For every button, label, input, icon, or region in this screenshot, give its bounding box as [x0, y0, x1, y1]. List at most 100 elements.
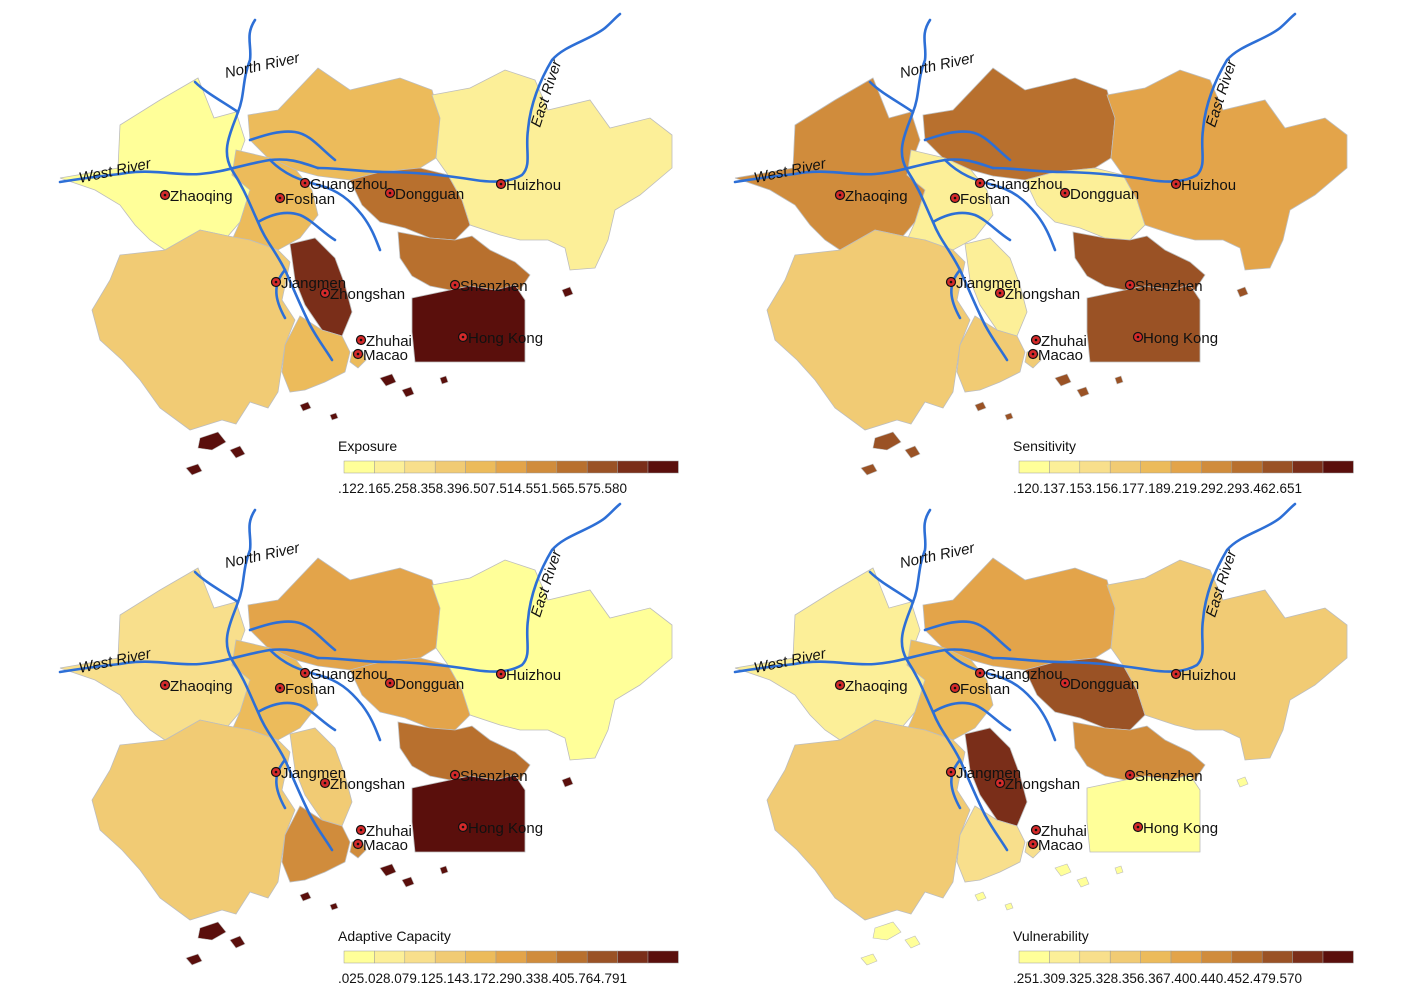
map-panel-adaptive-capacity: North River West River East River Zhaoqing G…: [0, 490, 707, 992]
city-label-zhongshan: Zhongshan: [1005, 776, 1080, 793]
legend-title: Exposure: [338, 438, 397, 454]
region-huizhou: [431, 559, 673, 761]
river-line-4: [248, 620, 337, 652]
city-label-hongkong: Hong Kong: [468, 820, 543, 837]
island-5: [185, 953, 203, 966]
legend-swatch-2: [1079, 950, 1111, 964]
city-marker-core-macao: [356, 842, 360, 846]
legend-swatch-10: [1322, 460, 1354, 474]
island-4: [229, 445, 246, 459]
city-label-macao: Macao: [1038, 837, 1083, 854]
region-zhuhai: [281, 315, 351, 393]
region-zhuhai: [281, 805, 351, 883]
legend-swatch-9: [1292, 950, 1324, 964]
map-panel-exposure: North River West River East River Zhaoqing G…: [0, 0, 707, 502]
city-label-foshan: Foshan: [285, 191, 335, 208]
region-shenzhen: [397, 231, 531, 291]
legend-swatch-7: [556, 950, 588, 964]
city-label-zhuhai: Zhuhai: [366, 333, 412, 350]
city-label-shenzhen: Shenzhen: [460, 278, 528, 295]
island-7: [329, 902, 339, 911]
island-5: [860, 463, 878, 476]
legend-swatch-7: [556, 460, 588, 474]
city-marker-core-macao: [356, 352, 360, 356]
island-6: [299, 891, 312, 902]
city-label-macao: Macao: [363, 347, 408, 364]
region-dongguan: [349, 657, 471, 731]
river-line-5: [943, 648, 1057, 742]
river-line-0: [733, 158, 995, 184]
legend-swatch-0: [343, 460, 375, 474]
city-label-zhuhai: Zhuhai: [366, 823, 412, 840]
region-zhongshan: [964, 727, 1028, 827]
legend-swatch-7: [1231, 460, 1263, 474]
legend-swatch-9: [617, 950, 649, 964]
city-label-guangzhou: Guangzhou: [310, 666, 388, 683]
region-zhuhai: [956, 805, 1026, 883]
river-line-8: [950, 758, 962, 810]
city-marker-core-guangzhou: [303, 671, 307, 675]
legend-swatch-3: [1109, 460, 1141, 474]
city-label-jiangmen: Jiangmen: [281, 275, 346, 292]
city-marker-core-zhongshan: [998, 291, 1002, 295]
region-zhongshan: [964, 237, 1028, 337]
river-line-0: [733, 648, 995, 674]
legend-title: Adaptive Capacity: [338, 928, 451, 944]
city-label-hongkong: Hong Kong: [1143, 820, 1218, 837]
island-6: [299, 401, 312, 412]
region-dongguan: [1024, 167, 1146, 241]
river-line-7: [931, 211, 1012, 242]
legend-swatch-3: [434, 460, 466, 474]
legend-swatch-4: [1140, 950, 1172, 964]
river-line-3: [868, 570, 915, 604]
legend-swatch-3: [434, 950, 466, 964]
river-line-0: [58, 648, 320, 674]
city-marker-core-guangzhou: [303, 181, 307, 185]
legend-title: Sensitivity: [1013, 438, 1076, 454]
island-7: [1004, 902, 1014, 911]
city-marker-core-huizhou: [499, 672, 503, 676]
river-line-6: [316, 502, 622, 673]
city-marker-core-guangzhou: [978, 181, 982, 185]
region-zhaoqing: [59, 567, 251, 741]
city-marker-core-zhuhai: [1034, 338, 1038, 342]
legend-swatch-4: [1140, 460, 1172, 474]
river-line-0: [58, 158, 320, 184]
region-zhaoqing: [59, 77, 251, 251]
city-label-jiangmen: Jiangmen: [956, 765, 1021, 782]
region-shenzhen: [1072, 721, 1206, 781]
river-line-8: [275, 268, 287, 320]
city-marker-core-zhuhai: [359, 338, 363, 342]
island-8: [561, 286, 574, 298]
region-zhongshan: [289, 237, 353, 337]
legend-swatch-6: [526, 460, 558, 474]
city-label-foshan: Foshan: [285, 681, 335, 698]
city-marker-core-zhuhai: [1034, 828, 1038, 832]
legend-tick-labels: .120.137.153.156.177.189.219.292.293.462…: [1013, 481, 1302, 496]
legend-swatch-5: [1170, 950, 1202, 964]
region-hongkong: [1086, 774, 1201, 853]
city-label-foshan: Foshan: [960, 191, 1010, 208]
legend-swatch-2: [404, 950, 436, 964]
city-marker-core-macao: [1031, 352, 1035, 356]
city-label-jiangmen: Jiangmen: [956, 275, 1021, 292]
region-zhaoqing: [734, 77, 926, 251]
island-1: [401, 386, 415, 398]
city-label-foshan: Foshan: [960, 681, 1010, 698]
city-label-jiangmen: Jiangmen: [281, 765, 346, 782]
island-3: [872, 431, 902, 451]
river-line-2: [225, 508, 257, 662]
legend-swatch-0: [1018, 950, 1050, 964]
river-line-2: [225, 18, 257, 172]
legend-swatch-3: [1109, 950, 1141, 964]
island-8: [1236, 286, 1249, 298]
region-jiangmen: [766, 229, 971, 431]
island-0: [379, 863, 397, 877]
region-zhuhai: [956, 315, 1026, 393]
region-hongkong: [1086, 284, 1201, 363]
city-marker-core-shenzhen: [453, 283, 457, 287]
region-zhongshan: [289, 727, 353, 827]
